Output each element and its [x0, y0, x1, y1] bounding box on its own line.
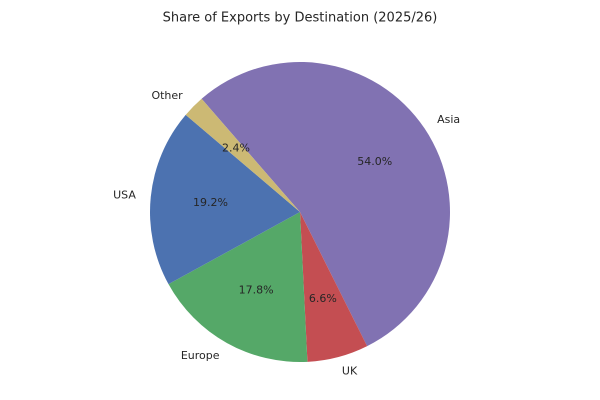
value-label: 6.6%: [309, 292, 337, 305]
slice-label: Europe: [181, 349, 220, 362]
value-label: 17.8%: [239, 284, 274, 297]
pie-slice: [300, 212, 368, 362]
slice-label: USA: [113, 188, 136, 201]
pie-slice: [168, 212, 308, 362]
chart-title: Share of Exports by Destination (2025/26…: [163, 11, 438, 26]
value-label: 2.4%: [222, 142, 250, 155]
slice-label: Other: [151, 89, 183, 102]
pie-slice: [185, 98, 300, 212]
slice-label: Asia: [437, 113, 460, 126]
value-label: 54.0%: [357, 155, 392, 168]
slice-label: UK: [342, 365, 358, 378]
pie-slice: [150, 114, 300, 285]
pie-slice: [201, 62, 450, 347]
value-label: 19.2%: [193, 196, 228, 209]
